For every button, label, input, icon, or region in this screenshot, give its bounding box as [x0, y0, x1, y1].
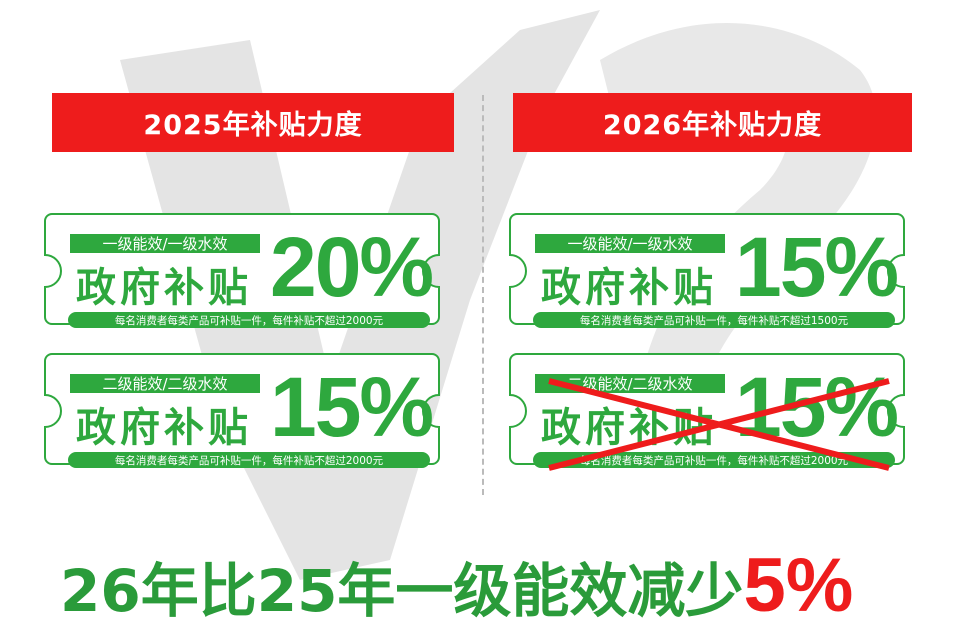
conclusion-main: 26年比25年一级能效减少 [60, 557, 744, 625]
coupon-label: 一级能效/一级水效 [535, 234, 725, 253]
coupon-2025-level1: 一级能效/一级水效 政府补贴 20% 每名消费者每类产品可补贴一件，每件补贴不超… [44, 213, 440, 328]
conclusion-text: 26年比25年一级能效减少5% [60, 542, 853, 629]
coupon-caption: 每名消费者每类产品可补贴一件，每件补贴不超过2000元 [68, 452, 430, 468]
header-2025: 2025年补贴力度 [52, 93, 454, 152]
coupon-caption: 每名消费者每类产品可补贴一件，每件补贴不超过1500元 [533, 312, 895, 328]
coupon-title: 政府补贴 [541, 265, 717, 311]
coupon-caption: 每名消费者每类产品可补贴一件，每件补贴不超过2000元 [68, 312, 430, 328]
coupon-label: 二级能效/二级水效 [535, 374, 725, 393]
coupon-label: 一级能效/一级水效 [70, 234, 260, 253]
dashed-divider [482, 95, 484, 495]
coupon-title: 政府补贴 [76, 265, 252, 311]
header-2026: 2026年补贴力度 [513, 93, 912, 152]
coupon-caption: 每名消费者每类产品可补贴一件，每件补贴不超过2000元 [533, 452, 895, 468]
coupon-percent: 20% [270, 220, 434, 314]
coupon-2025-level2: 二级能效/二级水效 政府补贴 15% 每名消费者每类产品可补贴一件，每件补贴不超… [44, 353, 440, 468]
coupon-percent: 15% [735, 360, 899, 454]
coupon-2026-level1: 一级能效/一级水效 政府补贴 15% 每名消费者每类产品可补贴一件，每件补贴不超… [509, 213, 905, 328]
coupon-title: 政府补贴 [541, 405, 717, 451]
coupon-percent: 15% [270, 360, 434, 454]
coupon-percent: 15% [735, 220, 899, 314]
conclusion-highlight: 5% [743, 543, 854, 628]
coupon-label: 二级能效/二级水效 [70, 374, 260, 393]
coupon-2026-level2: 二级能效/二级水效 政府补贴 15% 每名消费者每类产品可补贴一件，每件补贴不超… [509, 353, 905, 471]
coupon-title: 政府补贴 [76, 405, 252, 451]
